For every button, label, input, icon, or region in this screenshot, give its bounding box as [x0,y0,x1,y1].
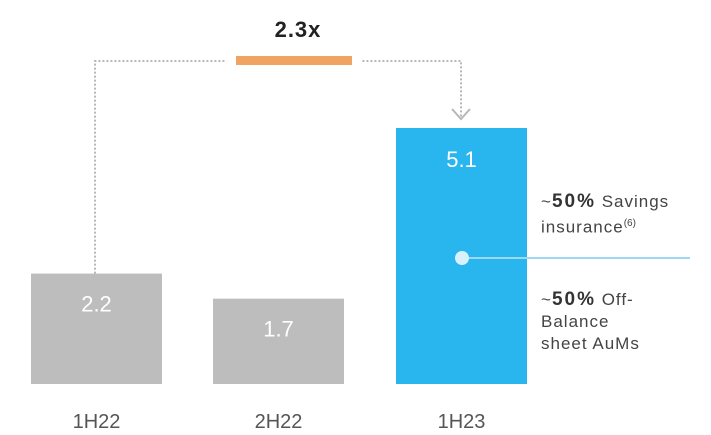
annotation-text: Balance [541,312,610,331]
annotation-savings-insurance: ~50% Savings insurance(6) [541,191,711,239]
bar-1H22 [31,273,162,384]
annotation-off-balance: ~50% Off- Balance sheet AuMs [541,289,711,355]
bar-value-label: 1.7 [263,317,294,342]
annotation-percent: 50% [551,191,596,212]
annotation-prefix: ~ [541,192,552,211]
annotation-text: Savings [595,192,670,211]
annotation-prefix: ~ [541,290,552,309]
annotation-text: sheet AuMs [541,334,640,353]
bar-value-label: 5.1 [446,147,477,172]
x-tick-label: 1H23 [438,411,486,433]
x-tick-label: 1H22 [73,411,121,433]
growth-marker [236,56,352,65]
x-axis-ticks: 1H22 2H22 1H23 [73,411,486,433]
bar-value-labels: 2.2 1.7 5.1 [81,147,477,342]
annotation-text: insurance [541,217,624,237]
bar-2H22 [213,298,344,384]
footnote-ref: (6) [623,218,636,229]
growth-label: 2.3x [275,17,322,42]
connector-arrowhead [451,108,471,121]
annotation-text: Off- [595,290,634,309]
x-tick-label: 2H22 [255,411,303,433]
pointer-dot [455,251,469,265]
annotation-percent: 50% [551,289,596,310]
annotation-pointer [455,251,690,265]
bar-value-label: 2.2 [81,292,112,317]
